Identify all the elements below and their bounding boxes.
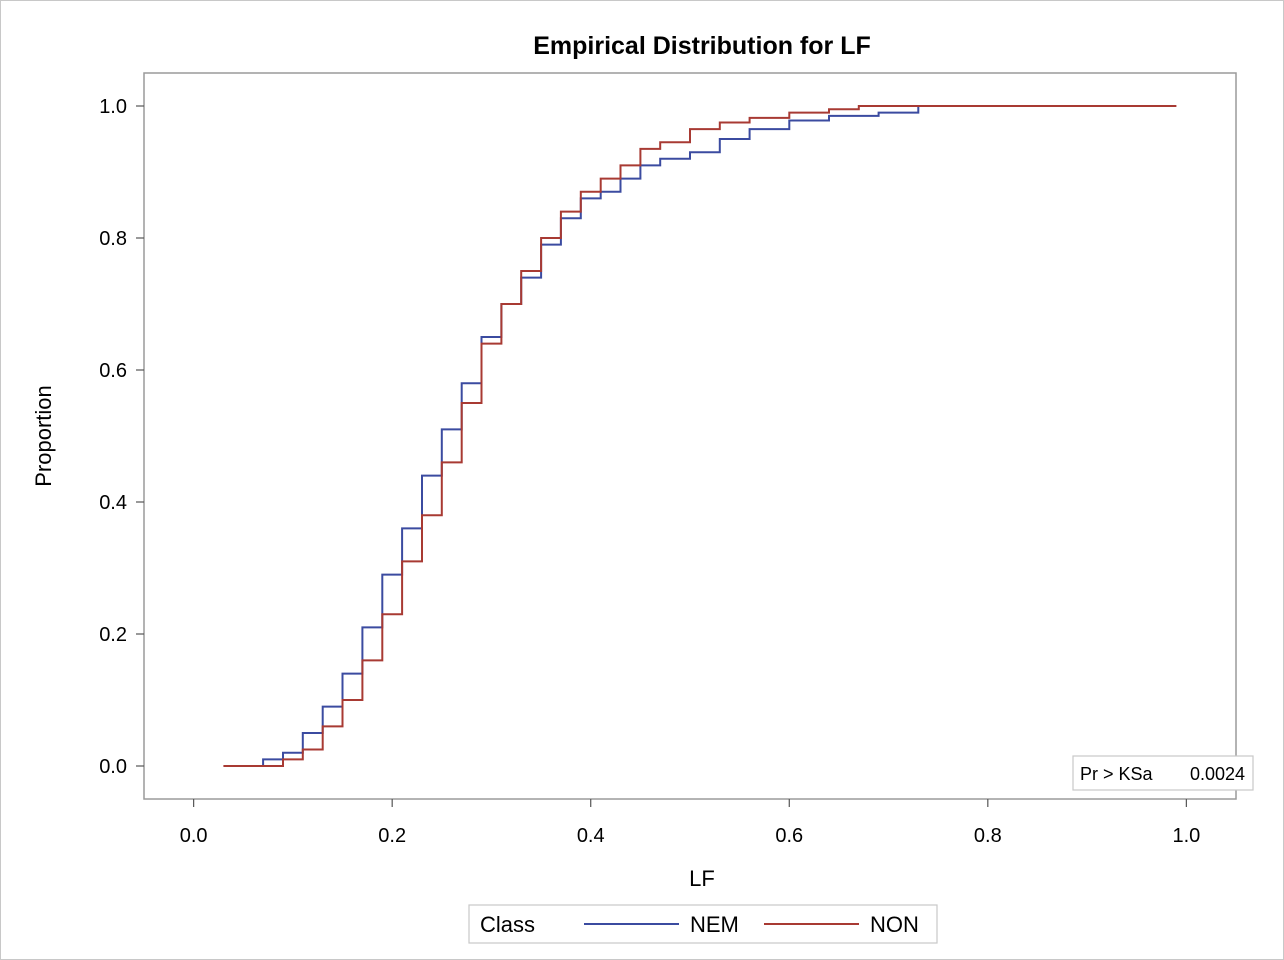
x-axis: 0.0 0.2 0.4 0.6 0.8 1.0: [180, 799, 1200, 847]
ks-test-value: 0.0024: [1190, 764, 1245, 784]
y-tick-label: 0.2: [99, 624, 127, 646]
y-tick-label: 0.0: [99, 756, 127, 778]
legend-title: Class: [480, 912, 535, 937]
legend: Class NEM NON: [468, 904, 938, 944]
ks-test-inset: Pr > KSa 0.0024: [1072, 755, 1254, 791]
y-tick-label: 0.6: [99, 360, 127, 382]
chart-title: Empirical Distribution for LF: [533, 32, 871, 60]
plot-area: [143, 72, 1237, 800]
x-tick-label: 0.8: [974, 825, 1002, 847]
legend-label-nem: NEM: [690, 912, 739, 937]
y-tick-label: 1.0: [99, 96, 127, 118]
y-tick-label: 0.4: [99, 492, 127, 514]
legend-label-non: NON: [870, 912, 919, 937]
x-axis-label: LF: [689, 866, 715, 891]
x-tick-label: 0.6: [775, 825, 803, 847]
y-tick-label: 0.8: [99, 228, 127, 250]
series-layer: [223, 105, 1177, 767]
ks-test-label: Pr > KSa: [1080, 764, 1154, 784]
x-tick-label: 0.2: [378, 825, 406, 847]
ks-test-box: [1072, 755, 1254, 791]
x-tick-label: 0.4: [577, 825, 605, 847]
x-tick-label: 1.0: [1172, 825, 1200, 847]
x-tick-label: 0.0: [180, 825, 208, 847]
y-axis: 0.0 0.2 0.4 0.6 0.8 1.0: [99, 96, 144, 778]
series-line-non: [223, 105, 1177, 767]
y-axis-label: Proportion: [31, 385, 56, 487]
